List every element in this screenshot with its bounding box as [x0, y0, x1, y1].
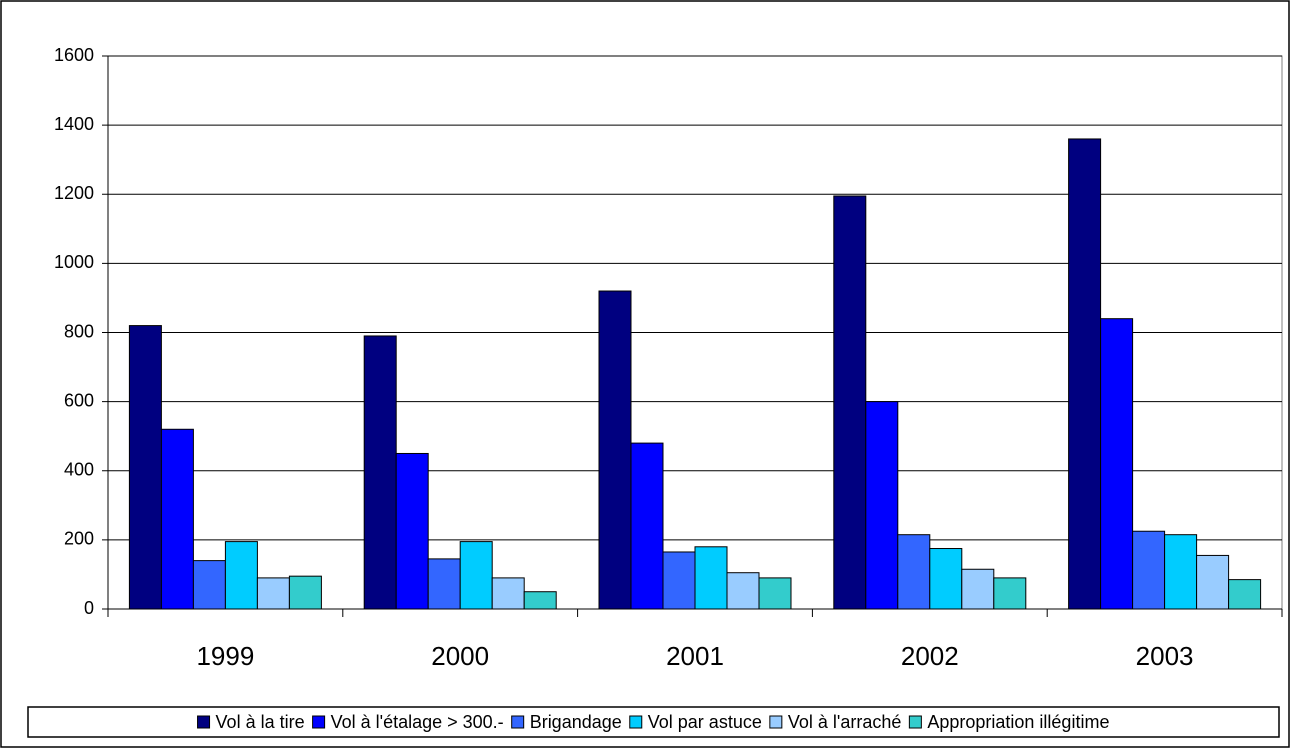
bar	[395, 452, 429, 610]
bar	[1164, 534, 1198, 610]
bar	[961, 568, 995, 610]
x-tick-label: 1999	[196, 641, 254, 671]
legend-label: Brigandage	[530, 712, 622, 732]
bar	[833, 195, 867, 610]
bar	[662, 551, 696, 610]
bar	[1132, 530, 1166, 610]
legend-label: Vol par astuce	[648, 712, 762, 732]
legend-label: Appropriation illégitime	[927, 712, 1109, 732]
bar	[993, 577, 1027, 610]
legend-swatch	[908, 715, 922, 729]
bar	[1196, 554, 1230, 610]
bar	[726, 572, 760, 610]
x-tick-label: 2001	[666, 641, 724, 671]
bar	[192, 560, 226, 610]
bar	[630, 442, 664, 610]
bar	[459, 541, 493, 610]
bar	[1228, 579, 1262, 610]
bar	[758, 577, 792, 610]
legend-label: Vol à l'arraché	[788, 712, 902, 732]
bar	[1068, 138, 1102, 610]
bar	[288, 575, 322, 610]
bar	[427, 558, 461, 610]
bar	[897, 534, 931, 610]
x-tick-label: 2000	[431, 641, 489, 671]
bar	[128, 325, 162, 610]
y-tick-label: 1600	[54, 45, 94, 65]
y-tick-label: 0	[84, 598, 94, 618]
y-tick-label: 1200	[54, 183, 94, 203]
bar	[1100, 318, 1134, 610]
bar	[598, 290, 632, 610]
bar	[160, 428, 194, 610]
y-tick-label: 1000	[54, 252, 94, 272]
bar	[491, 577, 525, 610]
y-tick-label: 800	[64, 321, 94, 341]
bar	[865, 401, 899, 610]
legend-swatch	[629, 715, 643, 729]
bar	[256, 577, 290, 610]
bar	[523, 591, 557, 610]
legend-swatch	[197, 715, 211, 729]
legend-swatch	[769, 715, 783, 729]
y-tick-label: 400	[64, 460, 94, 480]
bar	[224, 541, 258, 610]
y-tick-label: 200	[64, 529, 94, 549]
y-tick-label: 600	[64, 390, 94, 410]
bar	[929, 548, 963, 610]
bar	[694, 546, 728, 610]
y-tick-label: 1400	[54, 114, 94, 134]
x-tick-label: 2002	[901, 641, 959, 671]
legend-label: Vol à l'étalage > 300.-	[331, 712, 504, 732]
legend-label: Vol à la tire	[216, 712, 305, 732]
x-tick-label: 2003	[1136, 641, 1194, 671]
legend-swatch	[312, 715, 326, 729]
legend-swatch	[511, 715, 525, 729]
bar	[363, 335, 397, 610]
legend-box	[27, 706, 1280, 738]
